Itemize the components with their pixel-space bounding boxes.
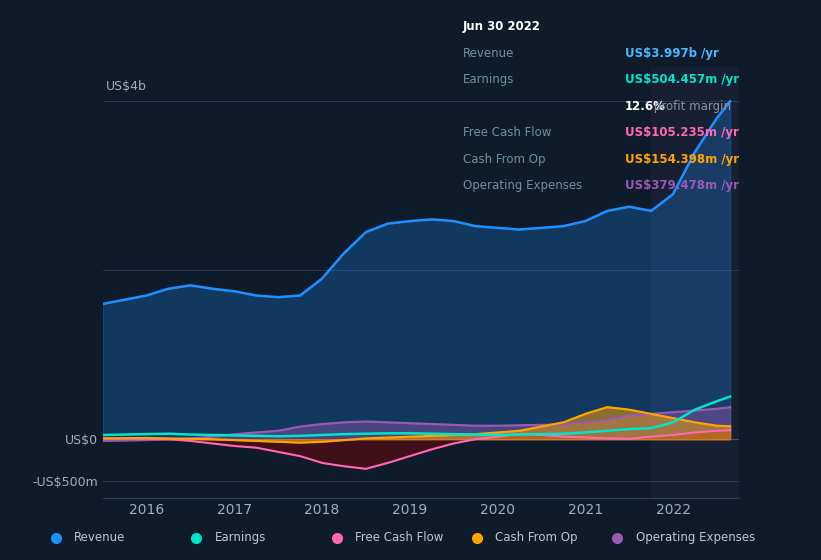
Text: Operating Expenses: Operating Expenses xyxy=(463,179,582,192)
Text: US$379.478m /yr: US$379.478m /yr xyxy=(625,179,739,192)
Text: US$4b: US$4b xyxy=(106,80,147,93)
Text: Free Cash Flow: Free Cash Flow xyxy=(463,126,551,139)
Text: profit margin: profit margin xyxy=(650,100,731,113)
Text: US$154.398m /yr: US$154.398m /yr xyxy=(625,153,739,166)
Text: Earnings: Earnings xyxy=(215,531,266,544)
Text: 12.6%: 12.6% xyxy=(625,100,666,113)
Text: Operating Expenses: Operating Expenses xyxy=(636,531,755,544)
Text: US$105.235m /yr: US$105.235m /yr xyxy=(625,126,739,139)
Text: Earnings: Earnings xyxy=(463,73,514,86)
Text: US$504.457m /yr: US$504.457m /yr xyxy=(625,73,739,86)
Text: Free Cash Flow: Free Cash Flow xyxy=(355,531,443,544)
Text: US$3.997b /yr: US$3.997b /yr xyxy=(625,47,719,60)
Text: Revenue: Revenue xyxy=(463,47,514,60)
Text: Cash From Op: Cash From Op xyxy=(496,531,578,544)
Text: Revenue: Revenue xyxy=(75,531,126,544)
Bar xyxy=(651,67,756,498)
Text: Jun 30 2022: Jun 30 2022 xyxy=(463,20,541,33)
Text: Cash From Op: Cash From Op xyxy=(463,153,545,166)
